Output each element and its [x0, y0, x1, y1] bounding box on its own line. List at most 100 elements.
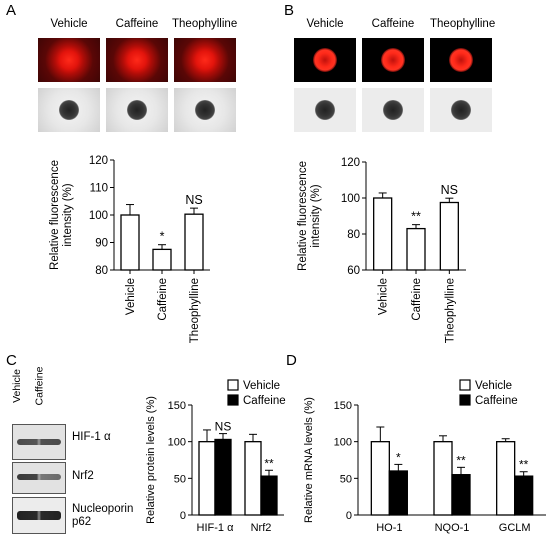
panel-a-header-caffeine: Caffeine	[115, 18, 159, 30]
panel-label-c: C	[6, 352, 17, 369]
bar-ho-1-vehicle	[370, 441, 390, 516]
y-tick-label: 0	[346, 510, 352, 522]
x-tick-label: HO-1	[376, 522, 402, 534]
y-tick-label: 150	[334, 400, 352, 412]
bar-hif-1-vehicle	[198, 441, 216, 516]
significance-theophylline: NS	[441, 183, 458, 197]
chart-b: 60 80 100 120 Relative fluorescence intensity…	[297, 157, 466, 343]
significance-caffeine: *	[160, 230, 165, 244]
blot-nucleoporin	[12, 497, 66, 534]
x-tick-label: Theophylline	[189, 278, 201, 343]
panel-a-fluorescence-theophylline	[174, 38, 236, 82]
panel-label-a: A	[6, 2, 17, 19]
y-axis-label: Relative mRNA levels (%)	[303, 397, 315, 523]
significance-gclm: **	[519, 458, 529, 472]
significance-nrf2: **	[264, 456, 274, 470]
bar-caffeine	[406, 227, 426, 271]
bar-vehicle	[373, 197, 393, 271]
significance-nqo-1: **	[456, 453, 466, 467]
legend-swatch-vehicle	[459, 379, 471, 391]
legend-label-caffeine: Caffeine	[475, 395, 518, 407]
bar-hif-1-caffeine	[214, 438, 232, 516]
bar-nqo-1-vehicle	[433, 441, 453, 516]
panel-a-fluorescence-caffeine	[106, 38, 168, 82]
chart-d: 0 50 100 150 Relative mRNA levels (%) * HO-1 **…	[303, 379, 546, 534]
blot-column-caffeine: Caffeine	[33, 366, 46, 406]
y-tick-label: 100	[334, 437, 352, 449]
y-tick-label: 100	[341, 193, 360, 205]
y-tick-label: 0	[180, 510, 186, 522]
y-tick-label: 110	[90, 183, 108, 195]
bar-caffeine	[152, 248, 172, 271]
y-axis-label: Relative fluorescence	[49, 160, 61, 270]
x-tick-label: NQO-1	[435, 522, 470, 534]
significance-theophylline: NS	[185, 193, 202, 207]
panel-b-brightfield-caffeine	[362, 88, 424, 132]
bar-nqo-1-caffeine	[451, 474, 471, 516]
significance-caffeine: **	[411, 210, 421, 224]
panel-b-brightfield-vehicle	[294, 88, 356, 132]
y-tick-label: 90	[95, 238, 108, 250]
y-tick-label: 60	[347, 265, 360, 277]
y-axis-label: Relative fluorescence	[297, 161, 309, 271]
y-axis-label: intensity (%)	[62, 183, 74, 246]
bar-gclm-caffeine	[514, 475, 534, 516]
y-tick-label: 100	[89, 210, 108, 222]
x-tick-label: HIF-1 α	[197, 522, 235, 534]
legend-swatch-caffeine	[227, 394, 239, 406]
panel-b-brightfield-theophylline	[430, 88, 492, 132]
y-tick-label: 120	[341, 157, 360, 169]
significance-ho-1: *	[396, 450, 401, 464]
blot-label-hif1a: HIF-1 α	[72, 431, 111, 443]
chart-a: 80 90 100 110 120 Relative fluorescence intens…	[49, 155, 210, 343]
panel-label-b: B	[284, 2, 295, 19]
y-tick-label: 80	[347, 229, 360, 241]
blot-label-nrf2: Nrf2	[72, 470, 94, 482]
x-tick-label: Caffeine	[411, 278, 423, 321]
panel-a-header-vehicle: Vehicle	[50, 18, 88, 30]
panel-b-fluorescence-vehicle	[294, 38, 356, 82]
legend-label-vehicle: Vehicle	[475, 380, 512, 392]
bar-theophylline	[184, 213, 204, 271]
legend-label-vehicle: Vehicle	[243, 380, 280, 392]
legend-label-caffeine: Caffeine	[243, 395, 286, 407]
x-tick-label: Vehicle	[125, 278, 137, 315]
y-tick-label: 50	[340, 473, 352, 485]
legend-swatch-caffeine	[459, 394, 471, 406]
y-axis-label: intensity (%)	[310, 184, 322, 247]
panel-b-fluorescence-caffeine	[362, 38, 424, 82]
bar-nrf2-vehicle	[244, 441, 262, 516]
blot-hif1a	[12, 424, 66, 460]
x-tick-label: Vehicle	[378, 278, 390, 315]
y-tick-label: 80	[95, 265, 108, 277]
panel-label-d: D	[286, 352, 297, 369]
chart-c: 0 50 100 150 Relative protein levels (%) NS HI…	[145, 379, 286, 534]
panel-a-brightfield-vehicle	[38, 88, 100, 132]
bar-vehicle	[120, 214, 140, 271]
y-tick-label: 100	[168, 437, 186, 449]
y-tick-label: 120	[89, 155, 108, 167]
blot-label-nucleoporin: Nucleoporin p62	[72, 503, 134, 528]
y-tick-label: 50	[174, 473, 186, 485]
y-tick-label: 150	[168, 400, 186, 412]
blot-nrf2	[12, 462, 66, 494]
x-tick-label: GCLM	[499, 522, 531, 534]
y-axis-label: Relative protein levels (%)	[145, 396, 157, 524]
legend-swatch-vehicle	[227, 379, 239, 391]
x-tick-label: Nrf2	[251, 522, 272, 534]
panel-b-header-theophylline: Theophylline	[430, 18, 496, 30]
panel-b-fluorescence-theophylline	[430, 38, 492, 82]
bar-gclm-vehicle	[496, 441, 516, 516]
panel-a-brightfield-theophylline	[174, 88, 236, 132]
panel-a-header-theophylline: Theophylline	[172, 18, 238, 30]
bar-nrf2-caffeine	[260, 475, 278, 516]
panel-b-header-vehicle: Vehicle	[306, 18, 344, 30]
x-tick-label: Caffeine	[157, 278, 169, 321]
panel-a-fluorescence-vehicle	[38, 38, 100, 82]
panel-b-header-caffeine: Caffeine	[371, 18, 415, 30]
panel-a-brightfield-caffeine	[106, 88, 168, 132]
x-tick-label: Theophylline	[444, 278, 456, 343]
bar-theophylline	[439, 201, 459, 271]
bar-ho-1-caffeine	[388, 470, 408, 516]
significance-hif-1: NS	[215, 420, 232, 434]
